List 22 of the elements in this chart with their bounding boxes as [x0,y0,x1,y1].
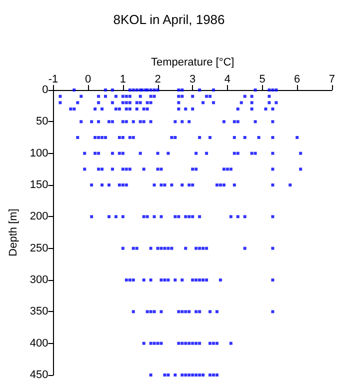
x-tick-label: 4 [224,74,230,86]
y-tick-label: 0 [42,84,48,96]
y-tick-label: 200 [30,210,48,223]
x-axis-title: Temperature [°C] [150,56,234,68]
x-tick-label: 5 [259,74,266,86]
x-tick-label: 2 [154,74,161,86]
y-tick-label: 50 [36,116,48,128]
y-tick-label: 150 [30,179,48,191]
x-tick-label: 0 [85,74,92,86]
y-tick-label: 250 [30,242,48,254]
chart-title: 8KOL in April, 1986 [113,12,225,27]
y-axis-title: Depth [m] [8,208,20,256]
y-tick-label: 100 [30,147,48,160]
y-tick-label: 400 [30,337,48,350]
y-tick-label: 300 [30,274,48,286]
x-tick-label: -1 [48,74,58,86]
x-tick-label: 3 [190,74,196,86]
x-tick-label: 1 [120,74,126,86]
x-tick-label: 6 [294,74,300,86]
y-tick-label: 350 [30,306,48,318]
x-tick-label: 7 [328,74,336,86]
y-tick-label: 450 [30,369,48,381]
